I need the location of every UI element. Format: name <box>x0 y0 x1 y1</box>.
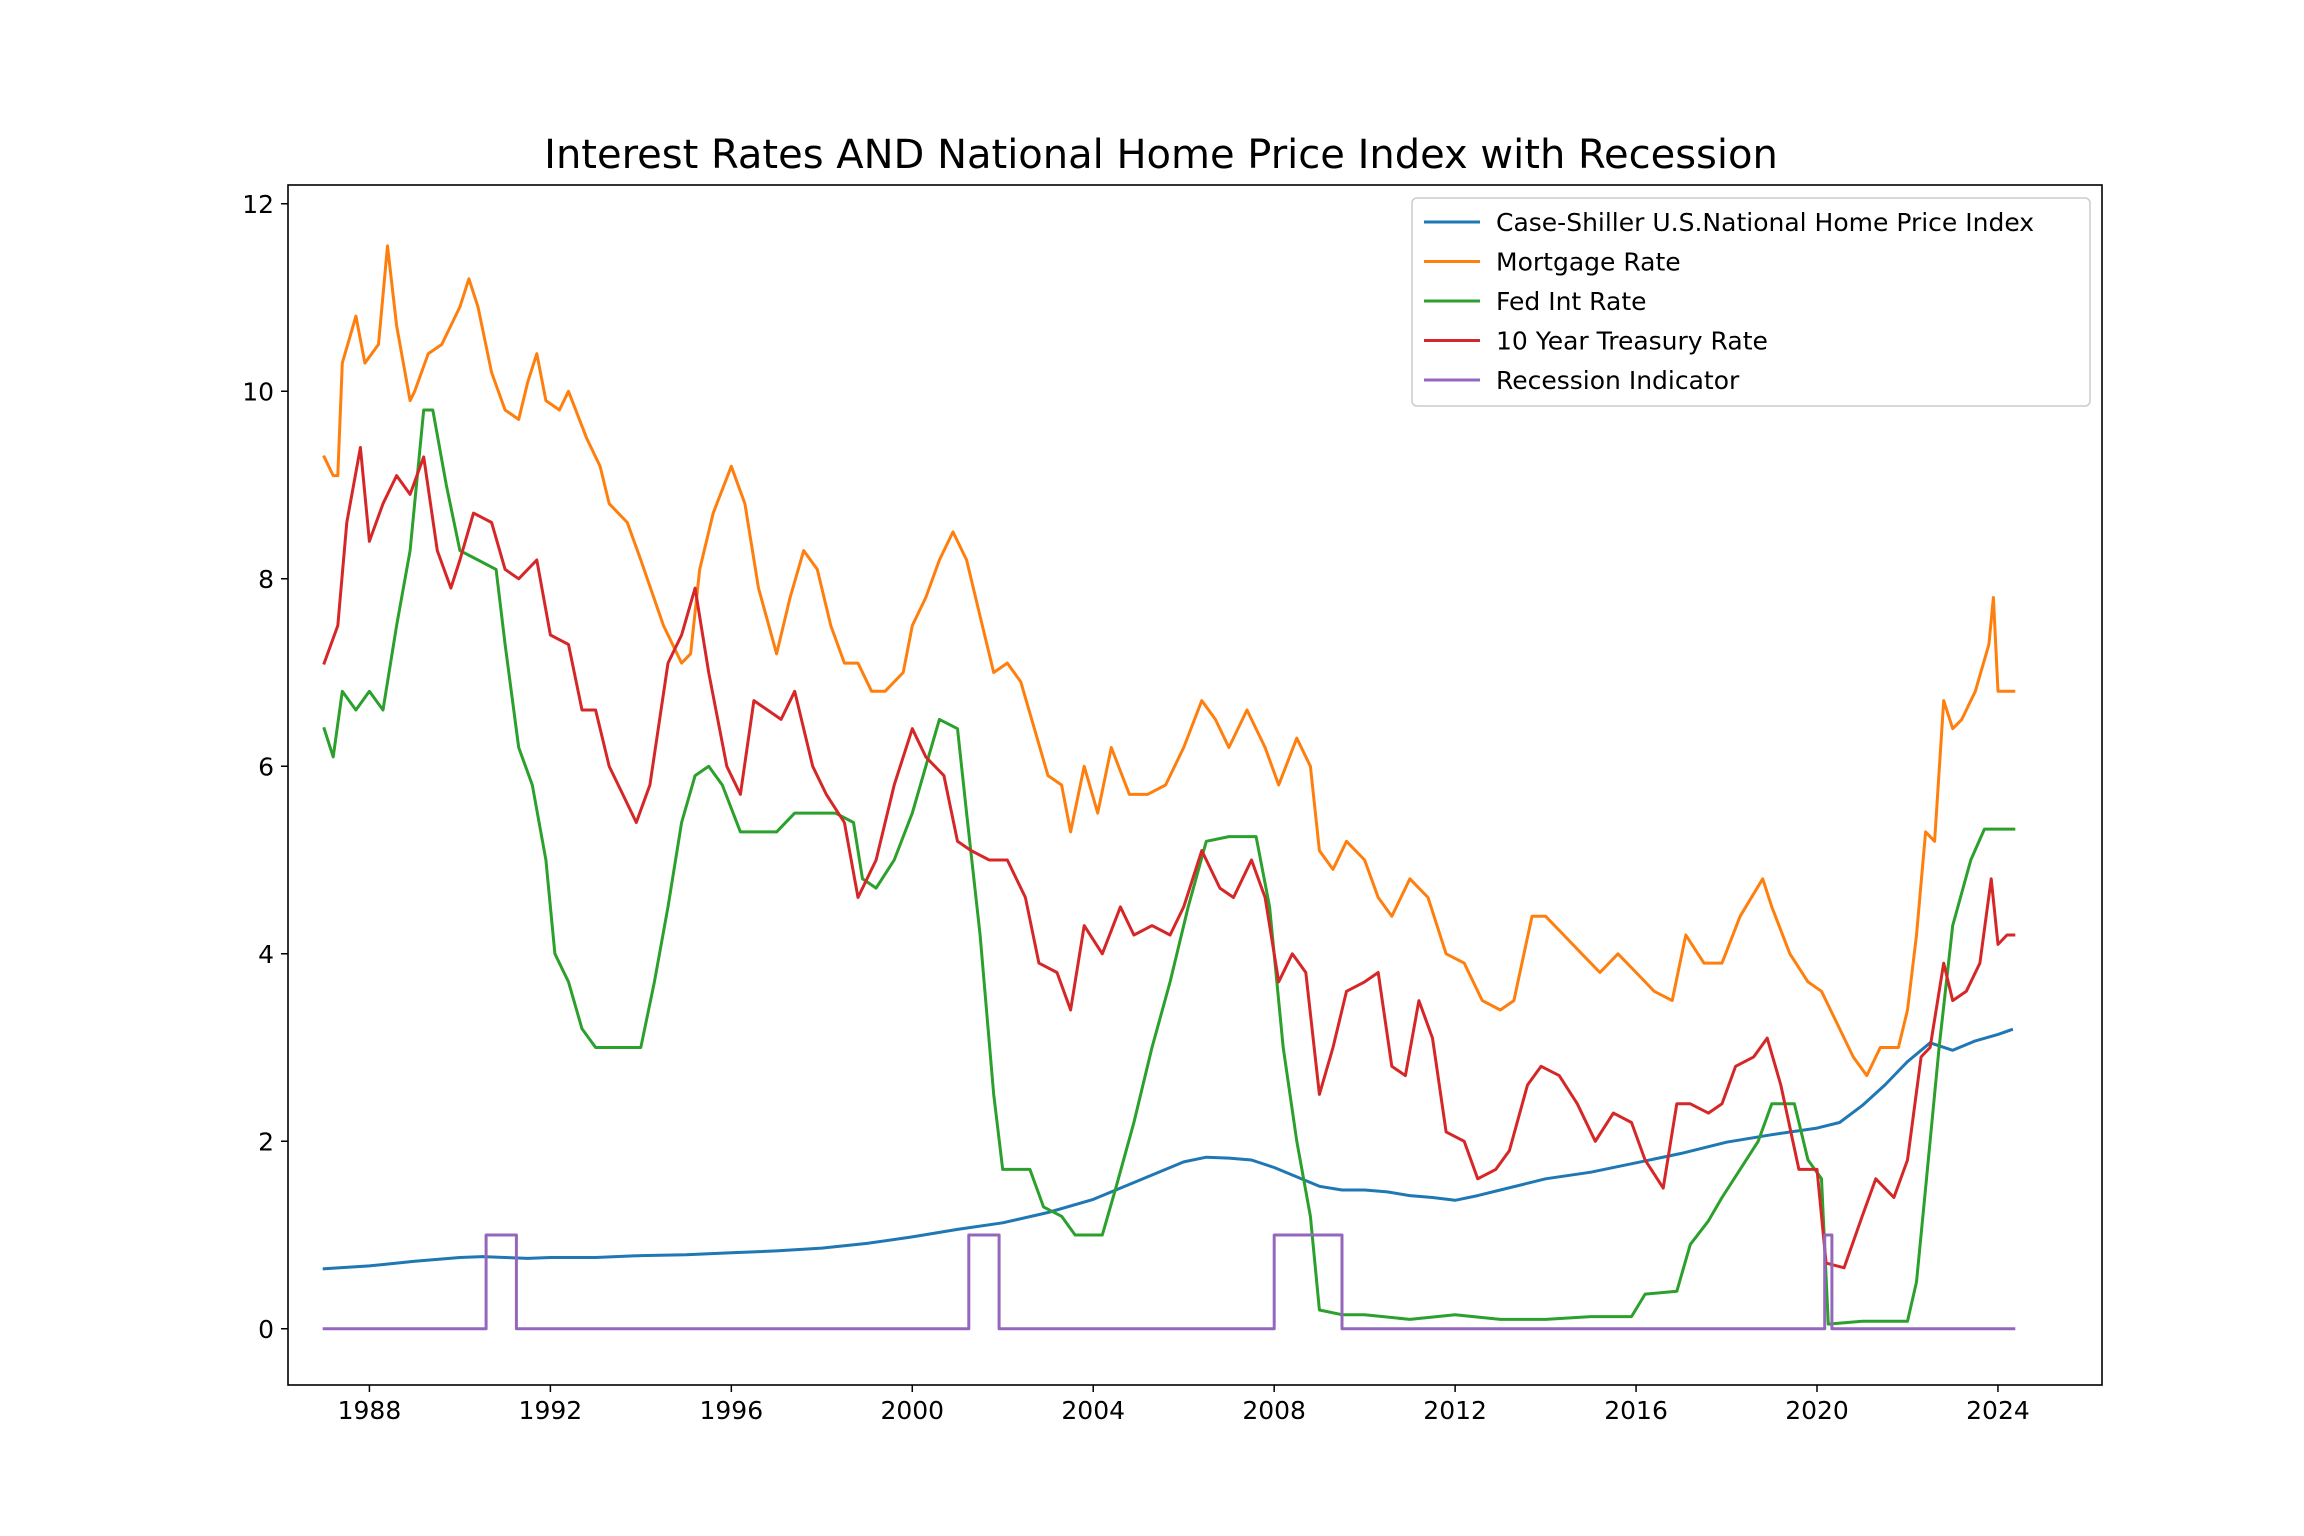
x-tick-label: 1988 <box>338 1396 402 1425</box>
x-tick-label: 2004 <box>1061 1396 1125 1425</box>
plot-frame <box>287 184 2103 1386</box>
legend-box <box>1411 197 2091 407</box>
x-tick-label: 2016 <box>1604 1396 1668 1425</box>
series-line-4 <box>322 1233 2016 1331</box>
series-line-2 <box>322 408 2016 1326</box>
series-layer <box>322 244 2016 1331</box>
legend-label-0: Case-Shiller U.S.National Home Price Ind… <box>1496 208 2034 237</box>
y-tick-label: 10 <box>242 377 274 406</box>
y-tick-label: 2 <box>258 1127 274 1156</box>
y-tick-label: 6 <box>258 752 274 781</box>
series-line-3 <box>322 446 2016 1270</box>
series-line-0 <box>322 1027 2014 1271</box>
y-tick-label: 4 <box>258 940 274 969</box>
y-tick-label: 0 <box>258 1315 274 1344</box>
legend-label-4: Recession Indicator <box>1496 366 1740 395</box>
x-tick-label: 2012 <box>1423 1396 1487 1425</box>
legend-label-1: Mortgage Rate <box>1496 248 1681 277</box>
x-tick-label: 2020 <box>1785 1396 1849 1425</box>
x-tick-label: 2024 <box>1966 1396 2030 1425</box>
axes-layer: 1988 1992 1996 2000 2004 2008 2012 2016 2020 2024… <box>242 184 2103 1425</box>
x-tick-label: 1992 <box>519 1396 583 1425</box>
x-tick-label: 2000 <box>880 1396 944 1425</box>
legend-label-3: 10 Year Treasury Rate <box>1496 327 1768 356</box>
y-tick-label: 12 <box>242 190 274 219</box>
legend-label-2: Fed Int Rate <box>1496 287 1647 316</box>
x-tick-label: 2008 <box>1242 1396 1306 1425</box>
y-tick-label: 8 <box>258 565 274 594</box>
legend: Case-Shiller U.S.National Home Price Ind… <box>1411 197 2091 407</box>
x-tick-label: 1996 <box>700 1396 764 1425</box>
series-line-1 <box>322 244 2016 1078</box>
chart-title: Interest Rates AND National Home Price I… <box>544 132 1778 178</box>
